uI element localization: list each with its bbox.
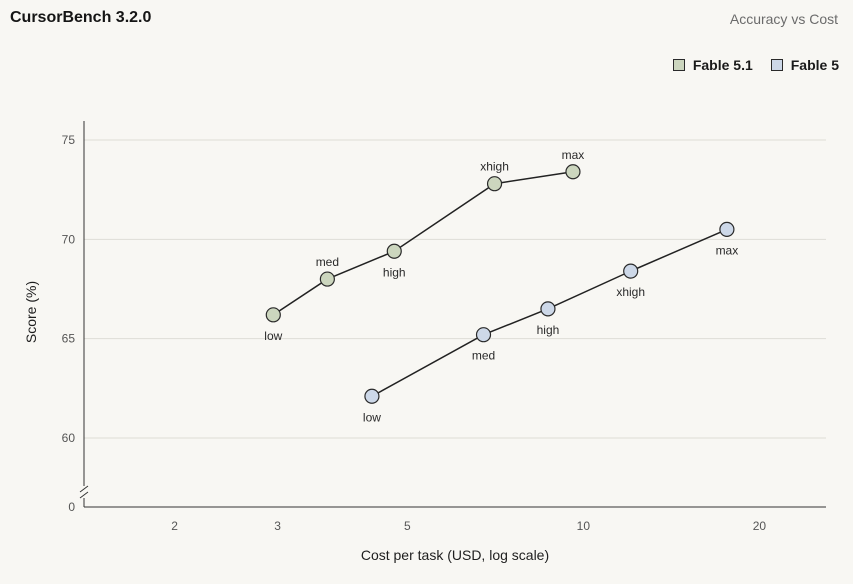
data-point (364, 388, 380, 404)
legend-swatch-fable-5-1 (672, 59, 685, 71)
data-point (386, 243, 402, 259)
data-point (486, 176, 503, 192)
chart-title: CursorBench 3.2.0 (10, 9, 152, 26)
x-tick-label: 2 (171, 519, 178, 533)
data-point (540, 301, 556, 317)
y-tick-label: 65 (62, 332, 76, 346)
axis-break-gap (79, 486, 89, 498)
data-label: med (316, 255, 339, 269)
y-tick-label: 60 (62, 431, 76, 445)
x-tick-label: 5 (404, 519, 411, 533)
data-point (565, 164, 581, 180)
x-tick-label: 20 (753, 519, 767, 533)
legend-label-fable-5-1: Fable 5.1 (692, 57, 753, 73)
series-line-0 (272, 171, 574, 316)
y-tick-label: 75 (62, 133, 76, 147)
y-tick-label: 70 (62, 232, 76, 246)
data-label: high (383, 265, 406, 279)
data-label: xhigh (480, 160, 509, 174)
data-label: low (363, 410, 381, 424)
y-axis-title: Score (%) (23, 281, 39, 343)
data-point (475, 327, 492, 343)
data-label: max (562, 148, 585, 162)
data-label: high (537, 323, 560, 337)
data-point (719, 221, 735, 237)
data-point (623, 263, 639, 279)
data-point (265, 307, 281, 323)
legend: Fable 5.1 Fable 5 (672, 57, 839, 73)
legend-item-fable-5-1[interactable]: Fable 5.1 (672, 57, 753, 73)
y-break-label: 0 (68, 500, 75, 514)
data-label: xhigh (616, 285, 645, 299)
legend-swatch-fable-5 (770, 59, 783, 71)
data-label: low (264, 329, 282, 343)
data-point (319, 271, 335, 287)
data-label: max (716, 243, 739, 257)
chart-subtitle: Accuracy vs Cost (729, 11, 838, 27)
x-tick-label: 3 (274, 519, 281, 533)
data-label: med (472, 349, 495, 363)
x-axis-title: Cost per task (USD, log scale) (361, 547, 549, 563)
legend-item-fable-5[interactable]: Fable 5 (770, 57, 839, 73)
legend-label-fable-5: Fable 5 (790, 57, 839, 73)
axis-break-icon (79, 485, 89, 499)
x-tick-label: 10 (577, 519, 591, 533)
